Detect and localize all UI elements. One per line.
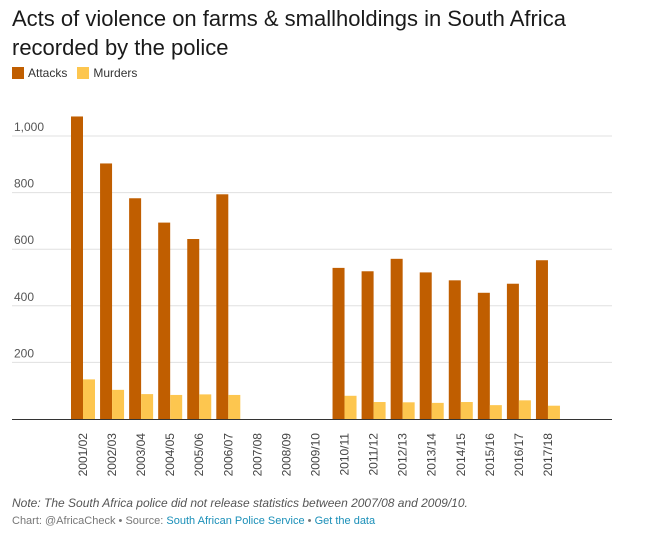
bar-attacks-2006-07 (216, 194, 229, 419)
x-tick-label: 2009/10 (308, 433, 322, 477)
bar-murders-2016-17 (518, 400, 531, 419)
x-tick-label: 2002/03 (105, 433, 119, 477)
bar-murders-2014-15 (460, 402, 473, 419)
x-tick-label: 2011/12 (367, 433, 381, 476)
x-tick-label: 2014/15 (454, 433, 468, 477)
x-tick-label: 2003/04 (134, 433, 148, 477)
bar-attacks-2003-04 (129, 198, 142, 419)
bar-attacks-2001-02 (71, 116, 83, 420)
y-tick-label: 400 (14, 290, 34, 304)
legend-swatch-murders (77, 67, 90, 79)
chart-credit: Chart: @AfricaCheck • Source: South Afri… (12, 515, 375, 527)
bar-murders-2017-18 (547, 405, 560, 419)
y-tick-label: 800 (14, 177, 34, 191)
x-tick-label: 2005/06 (192, 433, 206, 477)
x-tick-label: 2004/05 (163, 433, 177, 477)
get-data-link[interactable]: Get the data (314, 515, 376, 527)
bar-chart: 200 400 600 800 1,000 2001/02 2002/03 2003/04 20… (12, 116, 612, 477)
bar-murders-2004-05 (170, 394, 183, 419)
bar-murders-2005-06 (199, 394, 212, 419)
credit-separator: • (304, 515, 315, 527)
y-tick-label: 1,000 (14, 120, 44, 134)
chart-note: Note: The South Africa police did not re… (12, 496, 468, 510)
bar-attacks-2014-15 (448, 280, 461, 419)
bar-attacks-2005-06 (187, 239, 200, 419)
legend-item-attacks: Attacks (12, 66, 67, 80)
y-tick-label: 200 (14, 346, 34, 360)
bar-attacks-2011-12 (361, 271, 374, 419)
bar-murders-2012-13 (402, 402, 415, 419)
x-tick-label: 2017/18 (541, 433, 555, 477)
credit-prefix: Chart: @AfricaCheck • Source: (12, 515, 167, 527)
legend: Attacks Murders (12, 66, 147, 80)
bar-murders-2003-04 (141, 394, 154, 419)
bar-attacks-2004-05 (158, 222, 171, 419)
bar-attacks-2010-11 (332, 267, 345, 419)
legend-label-murders: Murders (93, 66, 138, 80)
x-tick-label: 2007/08 (250, 433, 264, 477)
bar-attacks-2002-03 (100, 163, 113, 419)
bar-murders-2015-16 (489, 405, 502, 419)
bar-murders-2001-02 (83, 379, 95, 419)
source-link[interactable]: South African Police Service (166, 515, 305, 527)
bar-attacks-2016-17 (506, 283, 519, 419)
x-tick-label: 2012/13 (396, 433, 410, 477)
bar-murders-2002-03 (112, 389, 125, 419)
bar-murders-2010-11 (344, 395, 357, 419)
bar-attacks-2013-14 (419, 272, 432, 419)
chart-title: Acts of violence on farms & smallholding… (12, 6, 566, 60)
bar-attacks-2015-16 (477, 292, 490, 419)
legend-item-murders: Murders (77, 66, 137, 80)
bar-attacks-2017-18 (535, 260, 548, 419)
x-tick-label: 2015/16 (483, 433, 497, 477)
bar-murders-2006-07 (228, 394, 241, 419)
bar-murders-2011-12 (373, 402, 386, 419)
legend-swatch-attacks (12, 67, 24, 79)
x-tick-label: 2001/02 (76, 433, 90, 477)
x-tick-label: 2013/14 (425, 433, 439, 477)
bar-murders-2013-14 (431, 402, 444, 419)
x-tick-label: 2008/09 (279, 433, 293, 477)
x-tick-label: 2010/11 (338, 433, 352, 476)
legend-label-attacks: Attacks (28, 66, 68, 80)
y-tick-label: 600 (14, 233, 34, 247)
x-tick-label: 2006/07 (221, 433, 235, 477)
x-tick-label: 2016/17 (512, 433, 526, 477)
bar-attacks-2012-13 (390, 258, 403, 419)
